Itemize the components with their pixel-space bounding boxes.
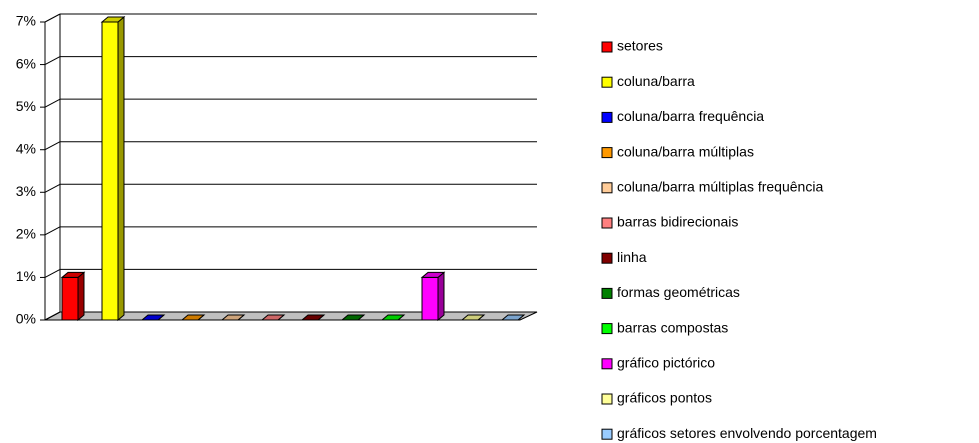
bar-front [61, 276, 79, 321]
bar-top [180, 314, 206, 321]
bar-side [437, 271, 445, 322]
bar-side [77, 271, 85, 322]
bar-top [220, 314, 246, 321]
wall-line [44, 268, 61, 278]
y-tick-label: 6% [16, 55, 36, 71]
legend-swatch [601, 393, 613, 405]
bar-side [117, 15, 125, 322]
wall-line [44, 98, 61, 108]
legend-label: coluna/barra múltiplas [617, 143, 754, 159]
wall-line [44, 183, 61, 193]
legend-swatch [601, 323, 613, 335]
bar-top [260, 314, 286, 321]
y-tick-label: 2% [16, 226, 36, 242]
bar-top [60, 271, 86, 278]
bar-top [420, 271, 446, 278]
y-tick-label: 7% [16, 13, 36, 29]
legend-label: barras bidirecionais [617, 214, 738, 230]
legend-label: coluna/barra [617, 73, 695, 89]
legend-swatch [601, 76, 613, 88]
legend-swatch [601, 252, 613, 264]
legend-label: linha [617, 249, 647, 265]
y-tick-label: 1% [16, 268, 36, 284]
legend-label: gráfico pictórico [617, 355, 715, 371]
bar-top [380, 314, 406, 321]
legend-label: gráficos pontos [617, 390, 712, 406]
bar-top [140, 314, 166, 321]
bar-top [500, 314, 526, 321]
legend-swatch [601, 41, 613, 53]
bar-top [300, 314, 326, 321]
legend-label: coluna/barra múltiplas frequência [617, 179, 823, 195]
y-tick-label: 3% [16, 183, 36, 199]
y-tick-label: 4% [16, 140, 36, 156]
legend-label: coluna/barra frequência [617, 108, 764, 124]
legend-label: gráficos setores envolvendo porcentagem [617, 425, 877, 441]
legend-swatch [601, 111, 613, 123]
y-tick-label: 0% [16, 311, 36, 327]
wall-line [44, 311, 61, 321]
wall-line [44, 13, 61, 23]
bar-front [101, 21, 119, 321]
legend-swatch [601, 147, 613, 159]
legend-label: setores [617, 38, 663, 54]
bar-top [340, 314, 366, 321]
bar-top [460, 314, 486, 321]
legend-label: formas geométricas [617, 284, 740, 300]
bar-front [421, 276, 439, 321]
legend-swatch [601, 287, 613, 299]
legend-swatch [601, 428, 613, 440]
legend-swatch [601, 182, 613, 194]
y-tick-label: 5% [16, 98, 36, 114]
wall-line [44, 226, 61, 236]
legend-swatch [601, 217, 613, 229]
bar-top [100, 16, 126, 23]
wall-line [44, 141, 61, 151]
legend-swatch [601, 358, 613, 370]
legend-label: barras compostas [617, 319, 728, 335]
wall-line [44, 56, 61, 66]
